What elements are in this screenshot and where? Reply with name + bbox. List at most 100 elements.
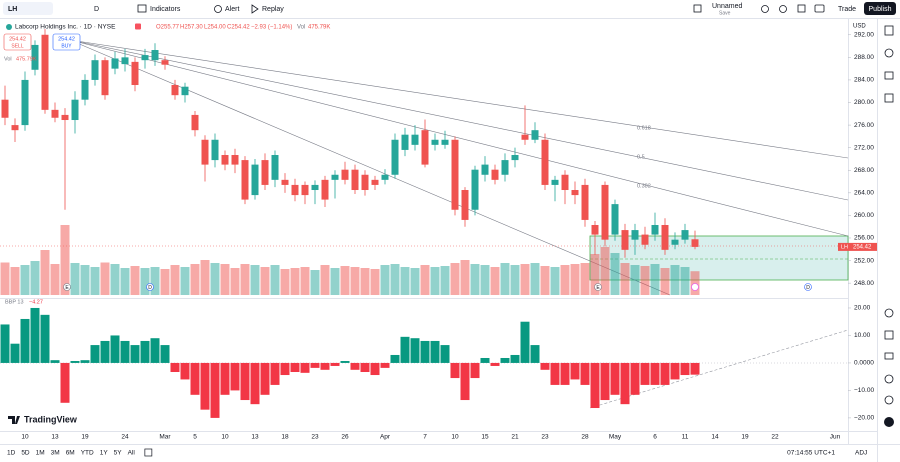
range-button[interactable]: 5D bbox=[21, 450, 30, 457]
ohlc-high: H257.30 bbox=[180, 25, 203, 31]
buy-label[interactable]: BUY bbox=[61, 43, 72, 49]
candle-body bbox=[121, 57, 129, 65]
volume-bar bbox=[660, 268, 670, 295]
candle-body bbox=[1, 99, 9, 118]
volume-bar bbox=[400, 267, 410, 295]
sell-label[interactable]: SELL bbox=[11, 43, 23, 49]
candle-body bbox=[291, 184, 299, 196]
candle-body bbox=[401, 134, 409, 150]
range-button[interactable]: 1Y bbox=[100, 450, 109, 457]
volume-bar bbox=[60, 225, 70, 295]
adjust-button[interactable]: ADJ bbox=[855, 450, 867, 457]
fullscreen-icon[interactable] bbox=[797, 4, 806, 13]
y-tick-label: 284.00 bbox=[854, 77, 874, 84]
indicator-bar bbox=[430, 340, 440, 363]
target-icon[interactable] bbox=[884, 308, 894, 318]
candle-body bbox=[311, 184, 319, 191]
layout-checkbox[interactable] bbox=[693, 4, 702, 13]
calendar-icon[interactable] bbox=[884, 330, 894, 340]
range-button[interactable]: 1M bbox=[36, 450, 45, 457]
volume-bar bbox=[370, 269, 380, 295]
help-icon[interactable] bbox=[884, 395, 894, 405]
event-label: D bbox=[806, 285, 810, 291]
range-button[interactable]: 5Y bbox=[114, 450, 123, 457]
indicator-bar bbox=[420, 340, 430, 363]
indicator-bar bbox=[240, 362, 250, 401]
symbol-search[interactable] bbox=[3, 2, 53, 15]
candle-body bbox=[251, 164, 259, 196]
x-tick-label: 13 bbox=[251, 434, 259, 441]
news-icon[interactable] bbox=[884, 93, 894, 103]
volume-bar bbox=[0, 262, 10, 295]
y-tick-label: −10.00 bbox=[854, 387, 874, 394]
sell-button[interactable] bbox=[3, 33, 32, 51]
volume-bar bbox=[560, 265, 570, 295]
event-marker[interactable] bbox=[594, 283, 602, 291]
y-tick-label: 0.0000 bbox=[854, 360, 874, 367]
stream-icon[interactable] bbox=[884, 374, 894, 384]
range-button[interactable]: 3M bbox=[51, 450, 60, 457]
fan-line bbox=[69, 39, 671, 296]
volume-bar bbox=[470, 264, 480, 295]
candle-body bbox=[321, 179, 329, 200]
alert-button[interactable]: Alert bbox=[225, 6, 239, 13]
symbol[interactable]: LH bbox=[8, 6, 17, 13]
publish-button-bg[interactable] bbox=[864, 2, 896, 15]
volume-bar bbox=[680, 267, 690, 295]
volume-bar bbox=[550, 267, 560, 295]
volume-value: 475.79K bbox=[16, 56, 37, 62]
indicator-bar bbox=[600, 362, 610, 401]
indicator-bar bbox=[10, 343, 20, 363]
range-button[interactable]: YTD bbox=[81, 450, 94, 457]
range-button[interactable]: All bbox=[128, 450, 136, 457]
publish-button[interactable]: Publish bbox=[869, 6, 892, 13]
range-button[interactable]: 6M bbox=[66, 450, 75, 457]
buy-button[interactable] bbox=[52, 33, 81, 51]
volume-bar bbox=[520, 264, 530, 295]
replay-button[interactable]: Replay bbox=[262, 6, 284, 13]
ideas-icon[interactable] bbox=[884, 352, 894, 360]
range-button[interactable]: 1D bbox=[7, 450, 16, 457]
event-marker[interactable] bbox=[804, 283, 812, 291]
indicator-bar bbox=[400, 336, 410, 363]
trade-button[interactable]: Trade bbox=[838, 6, 856, 13]
search-icon[interactable] bbox=[761, 5, 769, 13]
fib-fan[interactable] bbox=[69, 39, 849, 296]
fan-line bbox=[69, 39, 849, 237]
volume-bar bbox=[110, 264, 120, 295]
x-tick-label: Mar bbox=[159, 434, 171, 441]
settings-icon[interactable] bbox=[779, 5, 787, 13]
x-tick-label: 5 bbox=[193, 434, 197, 441]
indicator-bar bbox=[100, 340, 110, 363]
indicators-button[interactable]: Indicators bbox=[150, 6, 181, 13]
indicator-bar bbox=[490, 362, 500, 366]
chat-icon[interactable] bbox=[884, 71, 894, 80]
x-tick-label: 19 bbox=[81, 434, 89, 441]
watchlist-icon[interactable] bbox=[884, 25, 894, 36]
y-tick-label: 292.00 bbox=[854, 31, 874, 38]
x-tick-label: 23 bbox=[311, 434, 319, 441]
candle-body bbox=[431, 139, 439, 145]
candle-body bbox=[131, 61, 139, 86]
fib-label: 0.5 bbox=[637, 154, 645, 160]
split-marker[interactable] bbox=[691, 283, 699, 291]
indicator-bar bbox=[660, 362, 670, 385]
event-marker[interactable] bbox=[146, 283, 154, 291]
volume-bar bbox=[310, 270, 320, 295]
candle-body bbox=[491, 169, 499, 180]
volume-bar bbox=[130, 266, 140, 295]
indicator-bar bbox=[250, 362, 260, 405]
volume-bar bbox=[230, 268, 240, 295]
interval[interactable]: D bbox=[94, 6, 99, 13]
layout-name[interactable]: Unnamed bbox=[712, 3, 742, 10]
apps-icon[interactable] bbox=[884, 417, 894, 427]
snapshot-icon[interactable] bbox=[814, 4, 825, 13]
buy-price[interactable]: 254.42 bbox=[58, 36, 75, 42]
alerts-icon[interactable] bbox=[884, 48, 894, 58]
candle-body bbox=[351, 169, 359, 191]
indicator-bar bbox=[20, 318, 30, 363]
sell-price[interactable]: 254.42 bbox=[9, 36, 26, 42]
event-marker[interactable] bbox=[63, 283, 71, 291]
candle-body bbox=[361, 174, 369, 191]
candle-body bbox=[551, 179, 559, 185]
